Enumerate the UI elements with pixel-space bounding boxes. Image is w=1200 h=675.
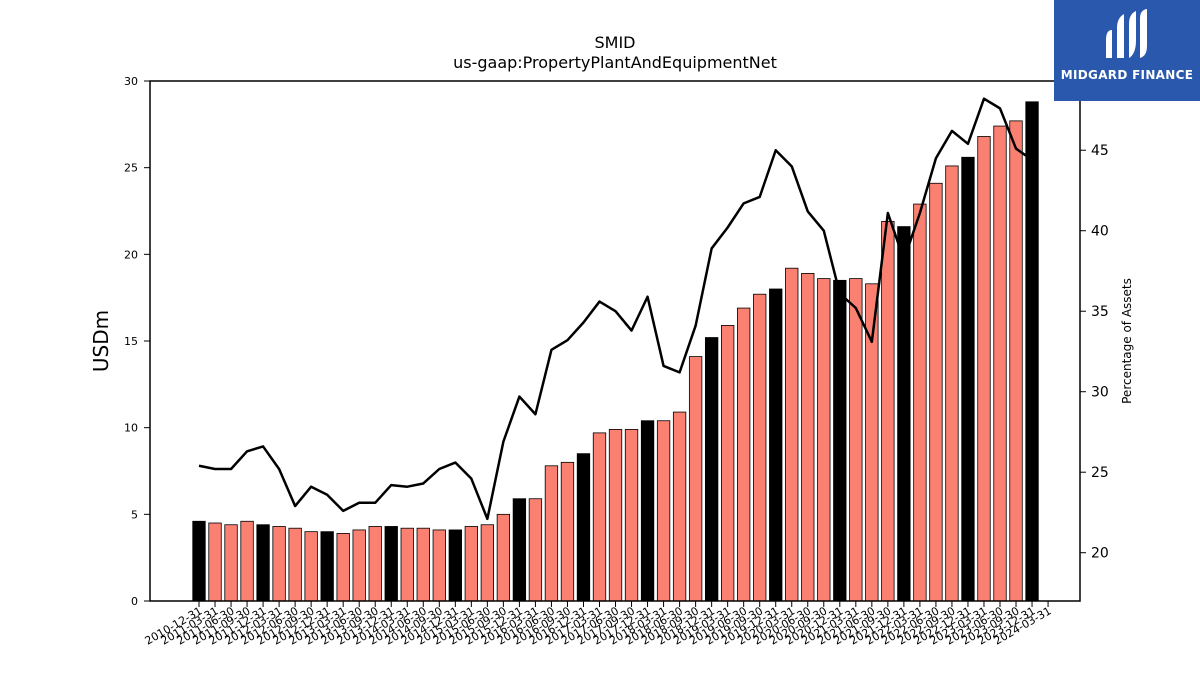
bar-2017-12-31 — [640, 420, 655, 602]
y-tick-label: 0 — [131, 595, 138, 608]
bar-2019-06-30 — [737, 307, 751, 602]
bar-2019-09-30 — [753, 293, 767, 602]
y-tick-label: 5 — [131, 508, 138, 521]
bar-2023-03-31 — [977, 136, 991, 602]
y-axis-left: 0 5 10 15 20 25 30 — [124, 75, 150, 608]
bar-2011-12-31 — [256, 524, 270, 602]
bar-2011-06-30 — [224, 524, 238, 602]
bar-2015-12-31 — [512, 498, 527, 602]
bar-2018-03-31 — [656, 420, 671, 602]
bar-2014-12-31 — [448, 529, 462, 602]
x-axis: 2010-12-312011-03-312011-06-302011-09-30… — [143, 601, 1054, 648]
y-tick-label: 10 — [124, 422, 138, 435]
bar-2013-12-31 — [384, 526, 398, 602]
bar-2016-06-30 — [544, 465, 559, 602]
bar-2014-09-30 — [432, 529, 446, 602]
midgard-m-logo-icon — [1106, 9, 1147, 58]
bar-2016-09-30 — [560, 461, 575, 602]
bar-2015-09-30 — [496, 513, 511, 602]
bar-2020-12-31 — [833, 279, 847, 602]
bar-2023-12-31 — [1025, 101, 1039, 602]
y2-tick-label: 35 — [1091, 304, 1109, 320]
bar-2022-03-31 — [913, 203, 927, 602]
y2-tick-label: 30 — [1091, 385, 1109, 401]
bar-2016-03-31 — [528, 498, 543, 602]
bar-2022-12-31 — [961, 156, 975, 602]
bar-2017-03-31 — [592, 432, 607, 602]
bar-2013-09-30 — [368, 526, 382, 602]
bar-2010-12-31 — [192, 520, 206, 602]
chart-title: SMID — [595, 33, 636, 52]
y2-tick-label: 45 — [1091, 143, 1109, 159]
bar-2021-09-30 — [881, 220, 895, 602]
y-tick-label: 15 — [124, 335, 138, 348]
bar-series — [192, 101, 1039, 602]
bar-2015-06-30 — [480, 524, 495, 602]
y-tick-label: 25 — [124, 162, 138, 175]
bar-2017-09-30 — [624, 428, 639, 602]
bar-2015-03-31 — [464, 526, 478, 602]
bar-2013-03-31 — [336, 533, 350, 602]
bar-2020-06-30 — [801, 272, 815, 602]
y-axis-title: USDm — [89, 310, 113, 372]
bar-2022-06-30 — [929, 182, 943, 602]
bar-2018-12-31 — [704, 337, 719, 602]
bar-2020-03-31 — [785, 267, 799, 602]
y-axis-right: 20 25 30 35 40 45 — [1080, 143, 1109, 562]
bar-2021-12-31 — [897, 226, 911, 602]
bar-2013-06-30 — [352, 529, 366, 602]
bar-2012-12-31 — [320, 531, 334, 602]
bar-2012-03-31 — [272, 526, 286, 602]
bar-2020-09-30 — [817, 278, 831, 602]
y2-axis-title: Percentage of Assets — [1120, 278, 1134, 404]
bar-2016-12-31 — [576, 453, 591, 602]
y2-tick-label: 20 — [1091, 546, 1109, 562]
bar-2011-03-31 — [208, 522, 222, 602]
brand-logo: MIDGARD FINANCE — [1054, 0, 1200, 101]
bar-2014-03-31 — [400, 527, 414, 602]
bar-2017-06-30 — [608, 428, 623, 602]
bar-2023-09-30 — [1009, 120, 1023, 602]
bar-2012-09-30 — [304, 531, 318, 602]
bar-2012-06-30 — [288, 527, 302, 602]
bar-2018-09-30 — [688, 356, 703, 602]
bar-2011-09-30 — [240, 520, 254, 602]
percentage-line — [198, 97, 1033, 521]
y2-tick-label: 40 — [1091, 224, 1109, 240]
bar-2018-06-30 — [672, 411, 687, 602]
y-tick-label: 20 — [124, 248, 138, 261]
bar-2019-12-31 — [769, 288, 783, 602]
bar-2014-06-30 — [416, 527, 430, 602]
chart-subtitle: us-gaap:PropertyPlantAndEquipmentNet — [453, 53, 777, 72]
y-tick-label: 30 — [124, 75, 138, 88]
brand-name: MIDGARD FINANCE — [1060, 68, 1194, 82]
bar-2022-09-30 — [945, 165, 959, 602]
bar-2019-03-31 — [721, 324, 735, 602]
bar-2023-06-30 — [993, 125, 1007, 602]
bar-2021-03-31 — [849, 278, 863, 602]
y2-tick-label: 25 — [1091, 465, 1109, 481]
line-series — [198, 97, 1033, 521]
